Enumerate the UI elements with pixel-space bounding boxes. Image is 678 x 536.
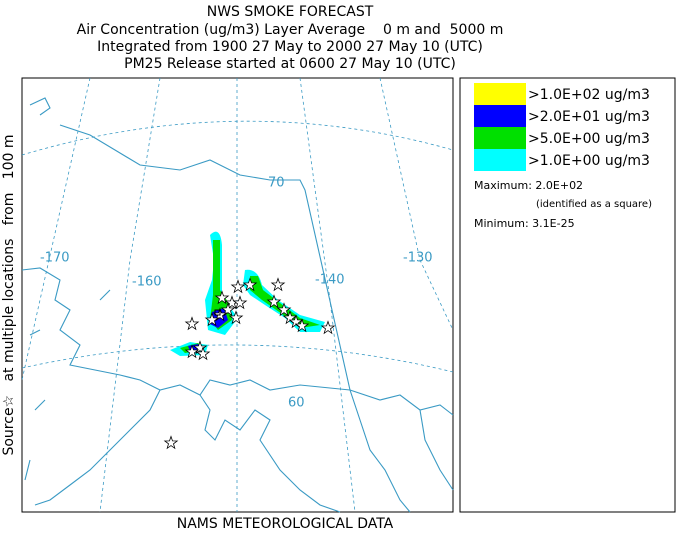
source-star: [195, 346, 211, 361]
header: NWS SMOKE FORECAST Air Concentration (ug…: [77, 4, 504, 72]
source-star: [184, 344, 200, 359]
source-star: [184, 316, 200, 331]
maximum: Maximum: 2.0E+02: [474, 179, 583, 192]
source-star: [294, 318, 310, 333]
source-star: [242, 277, 258, 292]
smoke-plume: [170, 231, 325, 356]
source-markers: [163, 277, 336, 450]
map-label: -160: [132, 275, 162, 290]
source-star: [192, 340, 208, 355]
legend-label: >2.0E+01 ug/m3: [528, 109, 650, 125]
source-star: [163, 435, 179, 450]
legend-swatch: [474, 149, 526, 171]
source-star: [204, 312, 220, 327]
legend-swatch: [474, 83, 526, 105]
source-star: [270, 277, 286, 292]
map-label: 60: [288, 396, 305, 411]
map-label: -140: [315, 273, 345, 288]
map-frame: [21, 77, 454, 513]
source-star: [220, 302, 236, 317]
source-star: [230, 279, 246, 294]
source-star: [266, 294, 282, 309]
footer: NAMS METEOROLOGICAL DATA: [177, 516, 394, 532]
legend-label: >1.0E+00 ug/m3: [528, 153, 650, 169]
header-line: NWS SMOKE FORECAST: [207, 4, 374, 20]
legend-label: >1.0E+02 ug/m3: [528, 87, 650, 103]
source-star: [276, 302, 292, 317]
graticule: [21, 77, 454, 513]
minimum: Minimum: 3.1E-25: [474, 217, 575, 230]
source-star: [232, 295, 248, 310]
legend: Maximum: 2.0E+02 (identified as a square…: [474, 83, 652, 230]
header-line: Air Concentration (ug/m3) Layer Average …: [77, 22, 504, 38]
source-star: [228, 310, 244, 325]
map-label: 70: [268, 176, 285, 191]
maximum-note: (identified as a square): [536, 199, 652, 210]
source-star: [214, 290, 230, 305]
legend-label: >5.0E+00 ug/m3: [528, 131, 650, 147]
source-star: [320, 320, 336, 335]
maximum-square: [214, 309, 221, 316]
legend-swatch: [474, 127, 526, 149]
side-label: Source☆ at multiple locations from 100 m: [1, 134, 17, 455]
header-line: Integrated from 1900 27 May to 2000 27 M…: [97, 39, 483, 55]
legend-swatch: [474, 105, 526, 127]
legend-frame: [459, 77, 676, 513]
map-label: -130: [403, 251, 433, 266]
coastline: [21, 97, 454, 513]
header-line: PM25 Release started at 0600 27 May 10 (…: [124, 56, 456, 72]
map-label: -170: [40, 251, 70, 266]
